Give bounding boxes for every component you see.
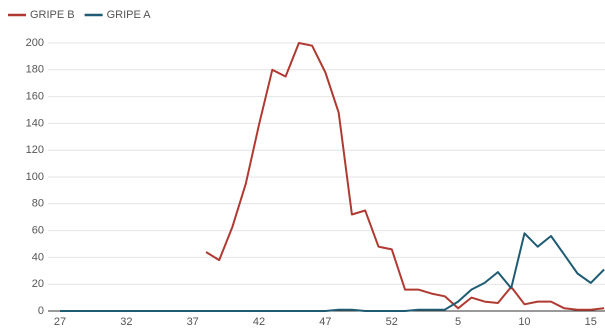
series-line xyxy=(60,232,605,312)
series-line xyxy=(205,42,605,311)
legend-label: GRIPE A xyxy=(107,9,152,21)
x-tick-label: 5 xyxy=(455,316,461,328)
y-tick-label: 160 xyxy=(26,91,44,103)
y-tick-label: 120 xyxy=(26,144,44,156)
y-tick-label: 200 xyxy=(26,37,44,49)
y-tick-label: 20 xyxy=(32,278,44,290)
x-tick-label: 10 xyxy=(518,316,530,328)
y-tick-label: 80 xyxy=(32,198,44,210)
y-tick-label: 180 xyxy=(26,64,44,76)
x-tick-label: 32 xyxy=(120,316,132,328)
y-tick-label: 140 xyxy=(26,117,44,129)
y-tick-label: 40 xyxy=(32,251,44,263)
x-tick-label: 15 xyxy=(585,316,597,328)
y-tick-label: 60 xyxy=(32,225,44,237)
x-tick-label: 52 xyxy=(386,316,398,328)
x-tick-label: 37 xyxy=(187,316,199,328)
y-tick-label: 0 xyxy=(38,305,44,317)
legend-label: GRIPE B xyxy=(30,9,75,21)
x-tick-label: 47 xyxy=(319,316,331,328)
x-tick-label: 27 xyxy=(54,316,66,328)
y-tick-label: 100 xyxy=(26,171,44,183)
x-tick-label: 42 xyxy=(253,316,265,328)
